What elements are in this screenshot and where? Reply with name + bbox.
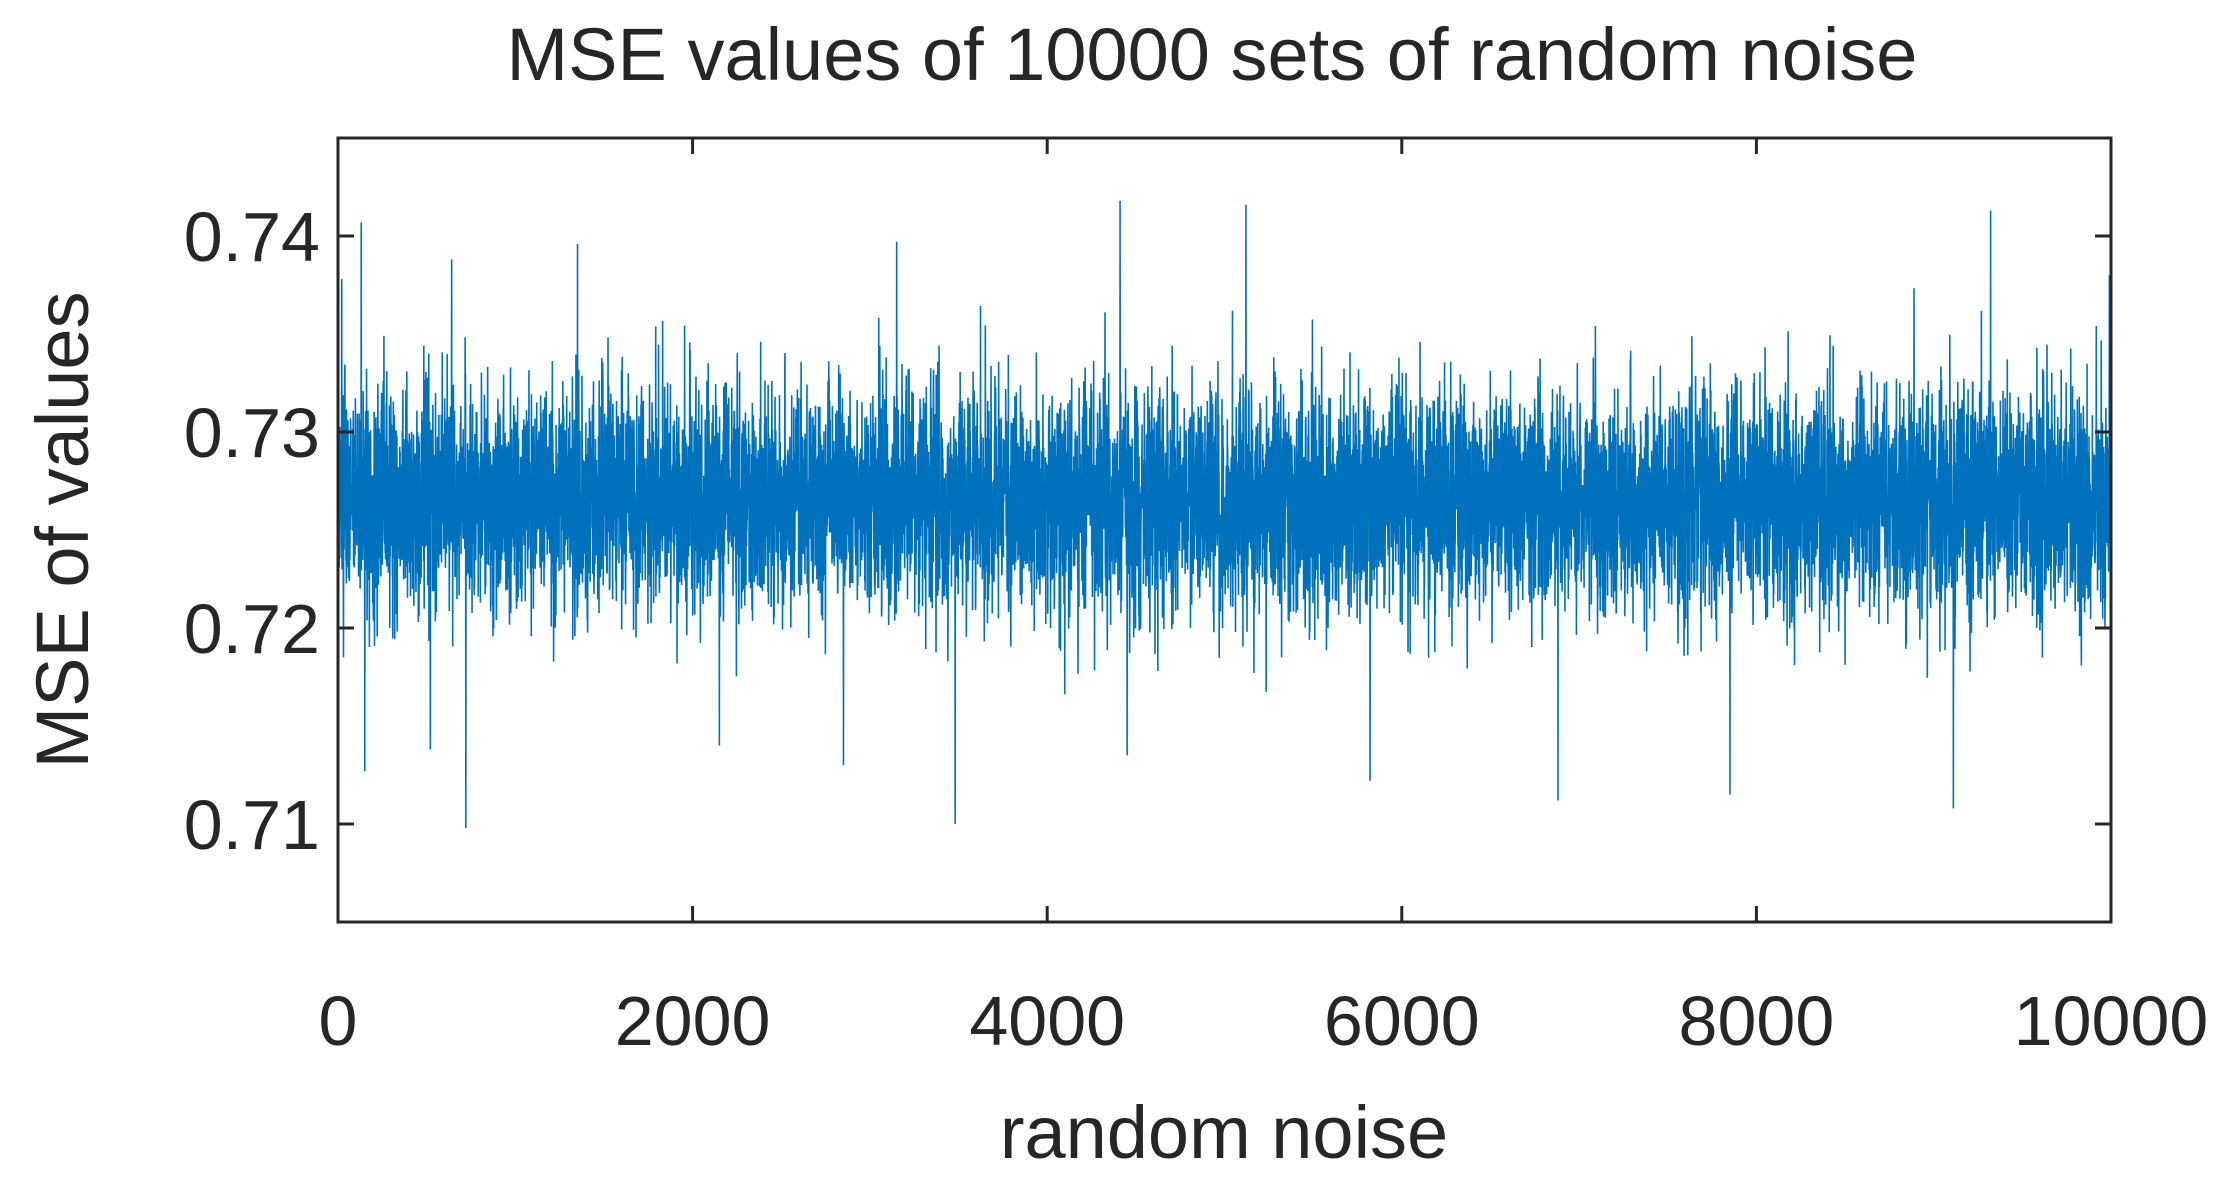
x-tick-label: 6000: [1324, 982, 1480, 1060]
axes-box: [336, 136, 2113, 924]
y-tick-label: 0.73: [184, 394, 320, 472]
y-tick-label: 0.72: [184, 590, 320, 668]
y-axis-label: MSE of values: [21, 291, 104, 768]
chart-title: MSE values of 10000 sets of random noise: [507, 13, 1918, 96]
x-tick-label: 4000: [969, 982, 1125, 1060]
y-tick-label: 0.71: [184, 786, 320, 864]
plot-area: 0 2000 4000 6000 8000 10000 0.71 0.72 0.73 0.74: [184, 136, 2209, 1060]
x-tick-label: 0: [319, 982, 358, 1060]
series-line: [337, 200, 2112, 828]
x-axis-ticks: 0 2000 4000 6000 8000 10000: [319, 138, 2209, 1060]
series-layer: [337, 200, 2112, 828]
y-tick-label: 0.74: [184, 198, 320, 276]
x-tick-label: 8000: [1679, 982, 1835, 1060]
y-axis-ticks: 0.71 0.72 0.73 0.74: [184, 198, 2111, 864]
x-tick-label: 2000: [615, 982, 771, 1060]
x-axis-label: random noise: [1000, 1091, 1448, 1174]
x-tick-label: 10000: [2014, 982, 2209, 1060]
